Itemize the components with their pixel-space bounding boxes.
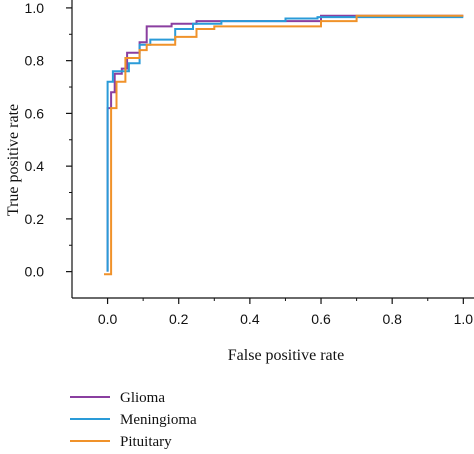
- axes-layer: [71, 0, 474, 299]
- y-axis-title: True positive rate: [5, 104, 22, 216]
- x-tick-label: 0.2: [169, 311, 189, 327]
- x-tick-label: 0.8: [382, 311, 402, 327]
- x-axis-title: False positive rate: [228, 347, 344, 364]
- legend: Glioma Meningioma Pituitary: [70, 390, 197, 450]
- y-tick-label: 0.6: [25, 105, 45, 121]
- legend-label-meningioma: Meningioma: [120, 412, 197, 428]
- y-tick-label: 0.8: [25, 53, 45, 69]
- y-tick-label: 1.0: [25, 0, 45, 16]
- y-tick-label: 0.2: [25, 211, 45, 227]
- ticks-layer: 0.0 0.2 0.4 0.6 0.8 1.0 0.0 0.2 0.4 0.6 0.8 1.0: [25, 0, 474, 327]
- legend-label-pituitary: Pituitary: [120, 434, 172, 450]
- x-tick-label: 0.6: [311, 311, 331, 327]
- series-line-pituitary: [104, 14, 464, 276]
- y-tick-label: 0.4: [25, 158, 45, 174]
- y-tick-label: 0.0: [25, 264, 45, 280]
- x-tick-label: 0.4: [240, 311, 260, 327]
- series-line-meningioma: [106, 16, 464, 272]
- x-tick-label: 1.0: [454, 311, 474, 327]
- series-layer: [104, 14, 464, 276]
- legend-label-glioma: Glioma: [120, 390, 165, 406]
- x-tick-label: 0.0: [98, 311, 118, 327]
- series-line-glioma: [106, 14, 464, 272]
